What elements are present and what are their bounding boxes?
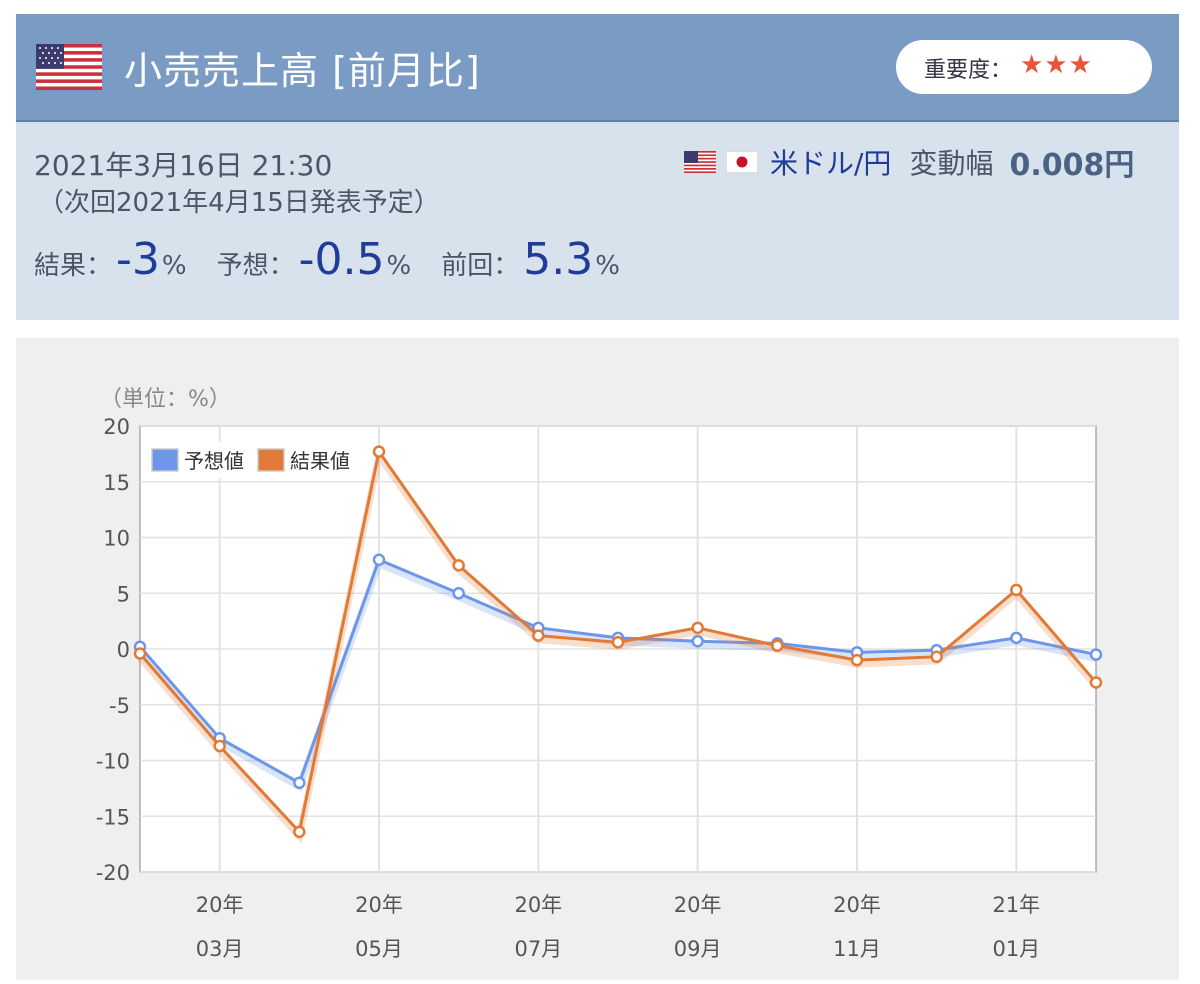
jp-flag-icon <box>726 151 758 173</box>
data-point <box>1010 583 1023 597</box>
us-flag-icon <box>36 44 102 90</box>
x-tick-year: 20年 <box>674 893 722 917</box>
data-point <box>372 445 386 458</box>
results-row: 結果： -3 % 予想： -0.5 % 前回： 5.3 % <box>34 234 650 285</box>
x-tick-year: 20年 <box>514 893 562 917</box>
data-point <box>293 776 306 790</box>
data-point <box>293 825 306 839</box>
forecast-label: 予想： <box>216 251 295 281</box>
result-label: 結果： <box>34 251 113 281</box>
x-tick-month: 03月 <box>196 937 244 961</box>
data-point <box>771 639 784 652</box>
y-tick-label: -20 <box>96 861 130 885</box>
y-tick-label: -10 <box>96 750 130 774</box>
x-tick-month: 09月 <box>674 937 722 961</box>
y-tick-label: 5 <box>117 582 130 606</box>
data-point <box>532 629 545 642</box>
data-point <box>1010 631 1023 645</box>
grid-lines <box>140 425 1096 873</box>
legend-box <box>148 442 366 478</box>
range-value: 0.008円 <box>1009 148 1135 183</box>
series-lines <box>133 445 1103 844</box>
x-axis: 20年 03月 20年 05月 20年 07月 20年 09月 20年 11月 21年 01月 <box>196 893 1040 961</box>
data-point <box>452 559 465 572</box>
data-point <box>213 739 226 753</box>
result-value: -3 <box>116 234 160 285</box>
legend-label: 結果値 <box>290 449 350 473</box>
y-tick-label: -15 <box>96 805 130 829</box>
page-title: 小売売上高 [前月比] <box>124 49 481 93</box>
y-tick-label: 15 <box>103 471 130 495</box>
importance-label: 重要度： <box>924 58 1013 83</box>
range-label: 変動幅 <box>909 147 994 180</box>
data-point <box>452 587 465 600</box>
data-point <box>372 553 386 567</box>
x-tick-year: 21年 <box>992 893 1040 917</box>
previous-value: 5.3 <box>523 234 594 285</box>
previous-label: 前回： <box>441 251 520 281</box>
currency-pair: 米ドル/円 変動幅 0.008円 <box>684 144 1134 183</box>
legend-swatch <box>257 448 285 472</box>
y-tick-label: 10 <box>103 527 130 551</box>
next-release: （次回2021年4月15日発表予定） <box>38 188 440 218</box>
pair-link[interactable]: 米ドル/円 <box>770 147 892 180</box>
legend-swatch <box>151 448 179 472</box>
data-point <box>133 647 147 660</box>
x-tick-month: 07月 <box>514 937 562 961</box>
unit-label: （単位：%） <box>100 387 231 412</box>
x-tick-year: 20年 <box>833 893 881 917</box>
data-point <box>1089 648 1103 661</box>
legend-label: 予想値 <box>184 449 244 473</box>
data-point <box>611 636 625 649</box>
result-unit: % <box>161 251 187 281</box>
forecast-unit: % <box>386 251 412 281</box>
y-axis: 20 15 10 5 0 -5 -10 -15 -20 <box>96 415 130 885</box>
indicator-info: 2021年3月16日 21:30 （次回2021年4月15日発表予定） 米ドル/… <box>16 122 1179 320</box>
previous-unit: % <box>595 251 620 281</box>
data-point <box>691 634 704 648</box>
data-point <box>850 653 864 667</box>
y-tick-label: 20 <box>103 415 130 439</box>
data-point <box>930 650 943 664</box>
x-tick-year: 20年 <box>196 893 244 917</box>
x-tick-month: 05月 <box>355 937 403 961</box>
data-point <box>691 621 704 635</box>
chart-panel: （単位：%） 20 15 10 5 0 -5 -10 -15 -20 20年 03月 20年 05月 2… <box>16 338 1179 980</box>
x-tick-month: 01月 <box>992 937 1040 961</box>
indicator-header: 小売売上高 [前月比] 重要度： ★★★ <box>16 14 1179 122</box>
data-point <box>1089 676 1103 689</box>
importance-badge: 重要度： ★★★ <box>896 40 1152 94</box>
x-tick-year: 20年 <box>355 893 403 917</box>
forecast-value: -0.5 <box>298 234 385 285</box>
release-datetime: 2021年3月16日 21:30 <box>34 149 333 182</box>
y-tick-label: 0 <box>117 638 130 662</box>
us-flag-icon <box>684 151 716 173</box>
star-icon: ★★★ <box>1020 50 1093 80</box>
legend: 予想値 結果値 <box>148 442 366 478</box>
x-tick-month: 11月 <box>833 937 881 961</box>
y-tick-label: -5 <box>109 694 130 718</box>
